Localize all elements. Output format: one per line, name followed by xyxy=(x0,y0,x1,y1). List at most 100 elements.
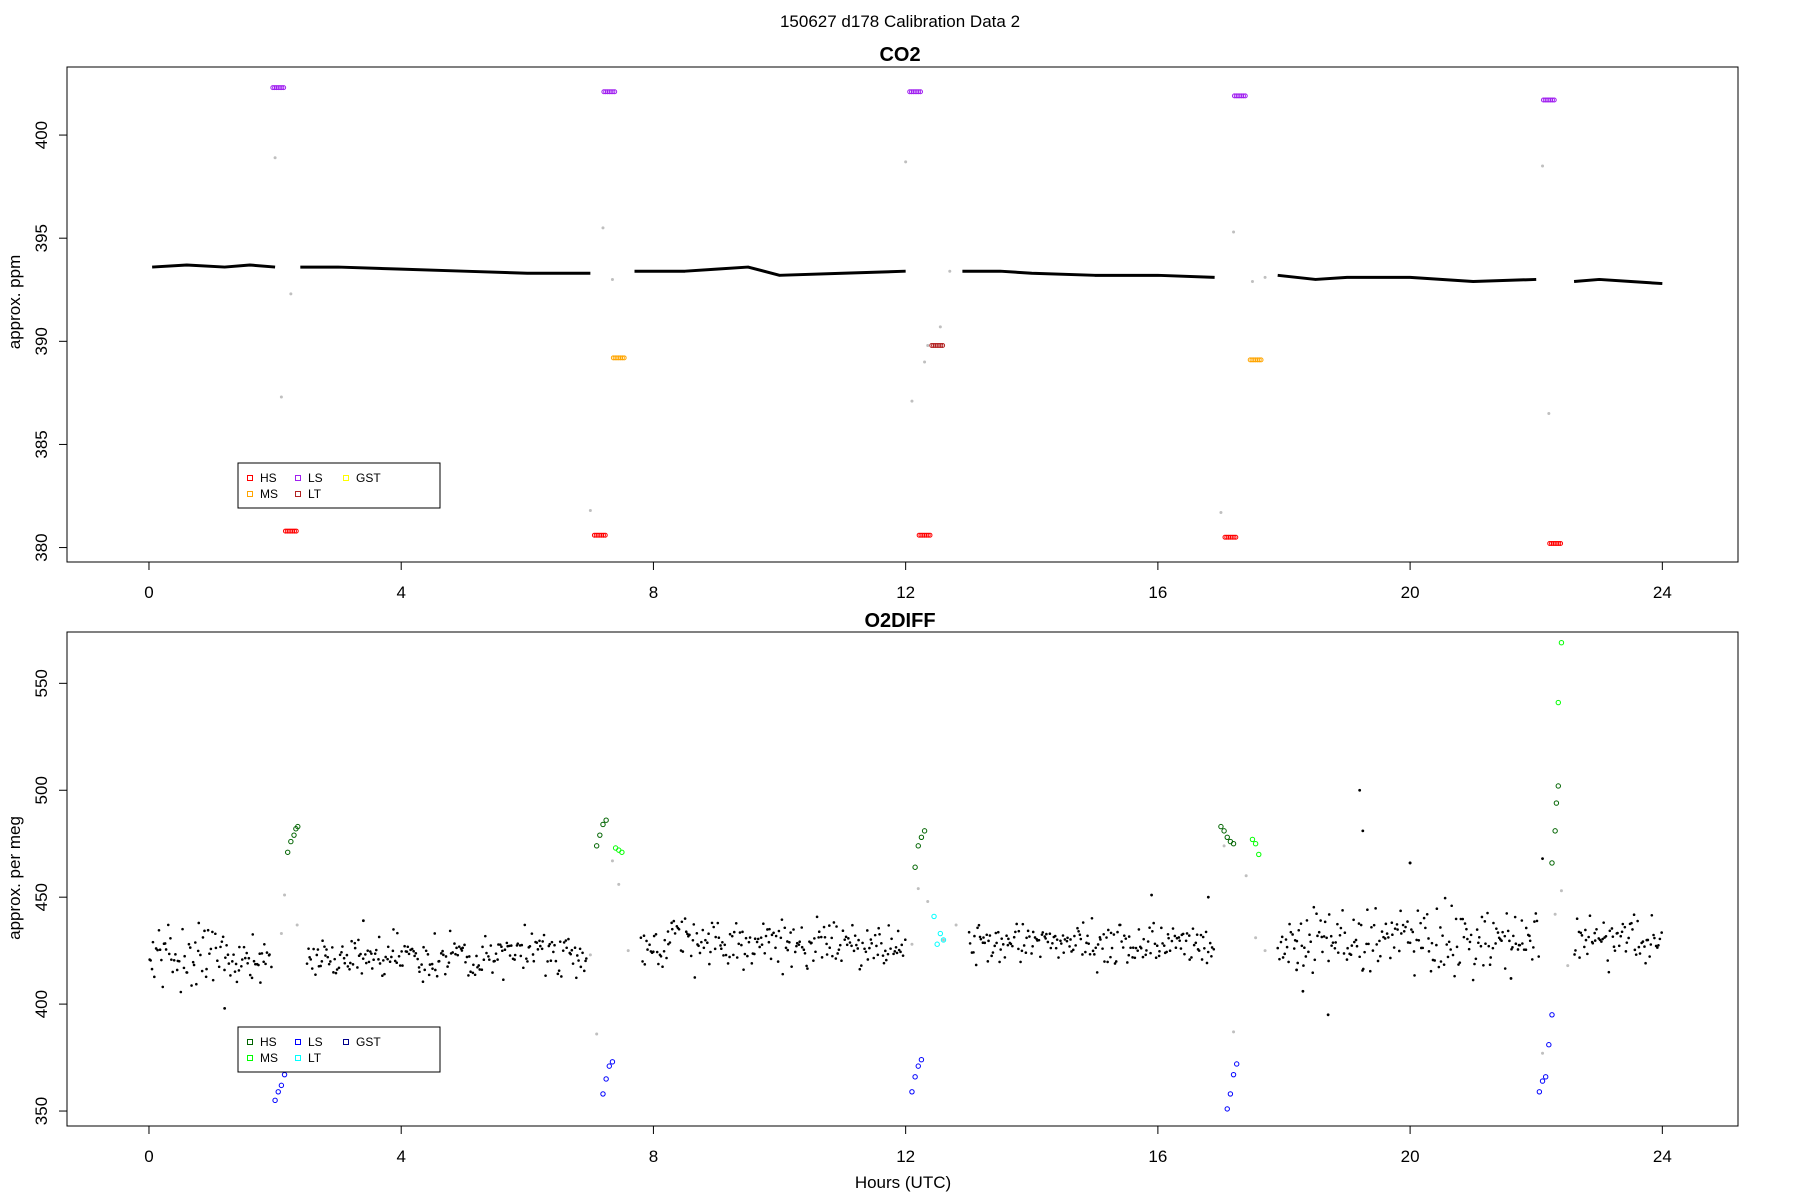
o2diff-ambient-point xyxy=(1007,937,1010,941)
o2diff-ambient-point xyxy=(1126,961,1129,964)
o2diff-ambient-point xyxy=(1185,932,1189,935)
o2diff-ambient-point xyxy=(1102,932,1106,936)
o2diff-ambient-point xyxy=(1295,939,1299,943)
o2diff-ambient-point xyxy=(747,940,751,944)
o2diff-ambient-point xyxy=(1653,936,1656,940)
o2diff-ambient-point xyxy=(1085,941,1088,945)
o2diff-ls-point xyxy=(275,1089,281,1095)
o2diff-ambient-point xyxy=(759,936,763,939)
o2diff-ambient-point xyxy=(243,956,247,960)
o2diff-ambient-point xyxy=(225,943,228,947)
o2diff-ambient-point xyxy=(194,941,197,944)
o2diff-ambient-point xyxy=(1399,909,1402,913)
o2diff-hs-point xyxy=(921,828,928,834)
o2diff-x-tick-label: 12 xyxy=(896,1147,915,1166)
o2diff-ambient-point xyxy=(1133,956,1137,960)
o2diff-ambient-point xyxy=(1094,946,1098,950)
o2diff-ambient-point xyxy=(1612,945,1616,948)
o2diff-ambient-point xyxy=(802,948,806,952)
o2diff-ambient-point xyxy=(901,954,905,957)
o2diff-ambient-point xyxy=(886,952,890,956)
o2diff-ambient-point xyxy=(1208,941,1212,945)
o2diff-ambient-point xyxy=(1357,922,1361,925)
o2diff-ambient-point xyxy=(738,931,742,934)
o2diff-ambient-point xyxy=(1371,949,1375,952)
o2diff-ambient-point xyxy=(1533,920,1536,923)
o2diff-ambient-point xyxy=(564,939,568,942)
co2-panel: CO2 approx. ppm 0 4 8 12 16 20 24 380 385 390 395… xyxy=(5,44,1739,602)
o2diff-ambient-point xyxy=(1167,936,1170,940)
o2diff-ambient-point xyxy=(1541,857,1544,861)
o2diff-ambient-point xyxy=(1069,938,1072,941)
o2diff-ambient-point xyxy=(641,960,644,963)
o2diff-ambient-point xyxy=(525,957,528,960)
o2diff-ambient-point xyxy=(780,918,784,921)
o2diff-ambient-point xyxy=(1439,926,1442,929)
o2diff-ambient-point xyxy=(870,942,874,945)
o2diff-ambient-point xyxy=(223,968,226,972)
o2diff-ambient-point xyxy=(1131,956,1134,959)
o2diff-ambient-point xyxy=(981,941,985,945)
o2diff-ambient-point xyxy=(1127,953,1131,957)
o2diff-ambient-point xyxy=(1578,956,1581,959)
o2diff-ambient-point xyxy=(724,953,728,957)
o2diff-ambient-point xyxy=(1477,935,1481,939)
o2diff-ambient-point xyxy=(988,934,992,937)
co2-ls-point xyxy=(1549,97,1555,103)
co2-y-tick-label: 400 xyxy=(32,121,51,149)
o2diff-ambient-point xyxy=(235,980,239,984)
o2diff-ambient-point xyxy=(744,936,748,940)
o2diff-ambient-point xyxy=(1312,905,1316,909)
co2-legend-box xyxy=(237,462,441,509)
o2diff-ambient-point xyxy=(1137,928,1141,931)
o2diff-ambient-point xyxy=(554,959,558,963)
o2diff-ambient-point xyxy=(221,935,225,939)
o2diff-ambient-point xyxy=(1323,920,1327,924)
o2diff-ambient-point xyxy=(461,946,465,950)
o2diff-ambient-point xyxy=(395,961,399,964)
o2diff-ambient-point xyxy=(1342,952,1346,955)
o2diff-ambient-point xyxy=(836,952,839,955)
o2diff-hs-point xyxy=(295,823,301,830)
o2diff-ambient-point xyxy=(1412,950,1416,953)
o2diff-ambient-point xyxy=(1039,955,1042,959)
o2diff-ambient-point xyxy=(1166,933,1170,936)
o2diff-ambient-point xyxy=(832,921,836,924)
o2diff-ambient-point xyxy=(853,934,857,937)
o2diff-ambient-point xyxy=(1379,954,1382,958)
co2-legend-symbol xyxy=(247,475,253,481)
o2diff-ambient-point xyxy=(1457,963,1460,966)
o2diff-ambient-point xyxy=(1392,946,1396,949)
o2diff-ambient-point xyxy=(1411,930,1415,934)
o2diff-ambient-point xyxy=(894,945,898,949)
o2diff-ambient-point xyxy=(878,932,881,936)
o2diff-ambient-point xyxy=(1057,956,1060,959)
o2diff-ambient-point xyxy=(373,952,377,955)
o2diff-ambient-point xyxy=(830,936,834,940)
o2diff-ambient-point xyxy=(420,963,423,966)
o2diff-ambient-point xyxy=(1329,934,1333,938)
o2diff-ambient-point xyxy=(327,962,331,966)
o2diff-ambient-point xyxy=(557,969,561,972)
o2diff-ambient-point xyxy=(439,952,443,955)
o2diff-ambient-point xyxy=(1610,927,1614,930)
o2diff-ambient-point xyxy=(265,951,269,954)
o2diff-ambient-point xyxy=(185,971,189,974)
o2diff-ambient-point xyxy=(473,973,477,977)
o2diff-y-tick-label: 400 xyxy=(32,990,51,1018)
o2diff-ambient-point xyxy=(706,941,709,945)
o2diff-ambient-point xyxy=(710,921,714,925)
o2diff-ambient-point xyxy=(713,947,717,951)
o2diff-ambient-point xyxy=(353,946,357,950)
o2diff-ambient-point xyxy=(835,925,838,928)
o2diff-ambient-point xyxy=(457,945,461,948)
o2diff-ambient-point xyxy=(472,963,475,967)
o2diff-ambient-point xyxy=(455,946,458,950)
o2diff-ambient-point xyxy=(1061,934,1065,937)
o2diff-ambient-point xyxy=(1374,907,1377,910)
o2diff-ambient-point xyxy=(1339,926,1343,930)
o2diff-ambient-point xyxy=(326,955,330,959)
co2-ambient-line xyxy=(1573,277,1663,286)
o2diff-ambient-point xyxy=(1021,922,1025,926)
o2diff-ambient-point xyxy=(1627,936,1630,940)
